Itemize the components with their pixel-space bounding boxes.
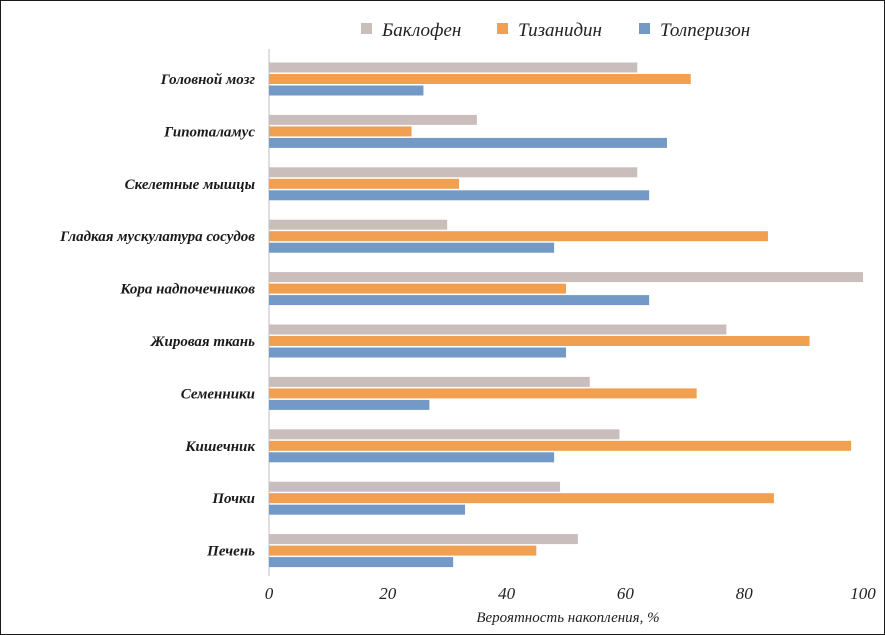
legend-label-1: Баклофен: [381, 20, 461, 41]
bar-2-5: [269, 283, 566, 294]
bar-3-1: [269, 85, 424, 96]
bar-2-10: [269, 545, 537, 556]
bar-2-4: [269, 231, 768, 242]
legend-label-3: Толперизон: [660, 20, 750, 41]
bar-1-1: [269, 62, 638, 73]
legend-swatch-3: [639, 23, 650, 34]
bar-1-9: [269, 481, 561, 492]
bar-2-2: [269, 126, 412, 137]
category-label-7: Семенники: [181, 386, 255, 402]
bar-1-2: [269, 114, 477, 125]
x-tick-label-6: 100: [850, 584, 876, 603]
bar-2-3: [269, 178, 460, 189]
x-tick-label-1: 0: [265, 584, 274, 603]
bar-2-7: [269, 388, 697, 399]
bar-1-5: [269, 272, 863, 283]
bar-1-10: [269, 534, 578, 545]
bar-3-9: [269, 504, 466, 515]
bar-3-2: [269, 137, 667, 148]
legend-swatch-1: [361, 23, 372, 34]
category-label-3: Скелетные мышцы: [125, 177, 255, 193]
x-axis-title: Вероятность накопления, %: [476, 610, 659, 626]
bar-3-4: [269, 242, 555, 253]
x-tick-label-4: 60: [617, 584, 635, 603]
bar-3-10: [269, 557, 454, 568]
category-label-9: Почки: [211, 491, 255, 507]
category-label-2: Гипоталамус: [163, 124, 255, 140]
category-label-8: Кишечник: [184, 439, 255, 455]
category-label-10: Печень: [206, 544, 255, 560]
category-label-4: Гладкая мускулатура сосудов: [59, 229, 255, 245]
bar-1-8: [269, 429, 620, 440]
bar-2-6: [269, 336, 810, 346]
bar-3-7: [269, 399, 430, 410]
bar-1-3: [269, 167, 638, 178]
legend-label-2: Тизанидин: [518, 20, 602, 41]
x-tick-label-2: 20: [379, 584, 397, 603]
bar-1-7: [269, 376, 590, 387]
bar-3-6: [269, 347, 566, 358]
bar-3-5: [269, 295, 650, 306]
bar-3-3: [269, 190, 650, 201]
bar-3-8: [269, 452, 555, 463]
x-tick-label-3: 40: [498, 584, 516, 603]
legend-swatch-2: [497, 23, 508, 34]
bar-1-4: [269, 219, 448, 230]
bar-2-9: [269, 493, 774, 504]
category-label-5: Кора надпочечников: [119, 282, 255, 298]
bar-2-8: [269, 440, 852, 451]
category-label-1: Головной мозг: [160, 72, 256, 88]
category-label-6: Жировая ткань: [150, 334, 255, 350]
x-tick-label-5: 80: [736, 584, 754, 603]
bar-1-6: [269, 324, 727, 335]
bar-2-1: [269, 74, 691, 84]
